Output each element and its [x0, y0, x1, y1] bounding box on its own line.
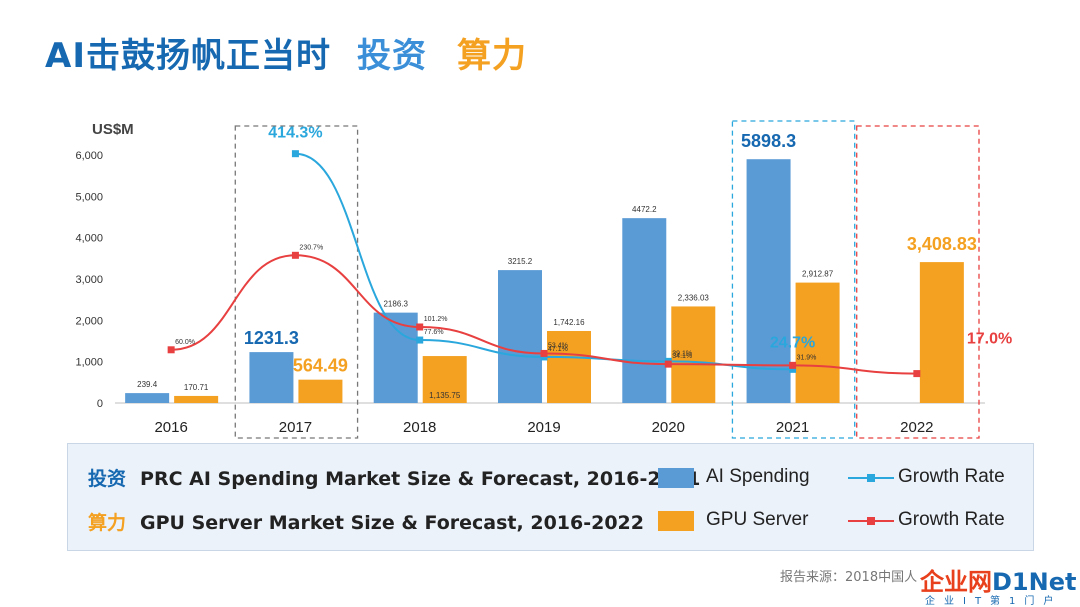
- legend-panel: 投资 PRC AI Spending Market Size & Forecast…: [67, 443, 1034, 551]
- brand-accent: D1Net: [992, 568, 1077, 596]
- growth-label-blue: 77.6%: [424, 329, 444, 336]
- growth-point-blue: [291, 150, 299, 158]
- y-axis-title: US$M: [92, 121, 134, 138]
- legend-label-gpu: GPU Server: [706, 509, 809, 530]
- brand-main: 企业网: [920, 568, 992, 596]
- legend-tag-compute: 算力: [88, 512, 127, 534]
- ai-spending-bar: [746, 159, 791, 403]
- y-tick-label: 5,000: [75, 191, 103, 203]
- gpu-server-bar: [795, 282, 840, 403]
- growth-point-red: [789, 361, 797, 369]
- growth-point-red: [291, 251, 299, 259]
- y-tick-label: 3,000: [75, 274, 103, 286]
- legend-line-blue: [848, 474, 894, 482]
- highlight-box-2021: [731, 120, 856, 439]
- legend-label-growth-blue: Growth Rate: [898, 466, 1005, 487]
- highlight-box-2017: [234, 125, 359, 439]
- title-tag-investment: 投资: [356, 36, 427, 76]
- page-title: AI击鼓扬帆正当时 投资 算力: [45, 28, 527, 77]
- growth-label-red: 53.4%: [548, 342, 568, 349]
- growth-label-red: 101.2%: [424, 316, 448, 323]
- growth-point-red: [167, 346, 175, 354]
- growth-label-red: 34.1%: [672, 353, 692, 360]
- legend-swatch-ai: [658, 468, 694, 488]
- growth-point-blue: [416, 336, 424, 344]
- y-tick-label: 0: [97, 398, 103, 410]
- ai-spending-bar: [249, 352, 294, 403]
- ai-spending-value-label: 3215.2: [508, 257, 533, 266]
- brand-tagline: 企业IT第1门户: [925, 596, 1063, 607]
- growth-label-red: 230.7%: [299, 244, 323, 251]
- ai-spending-bar: [622, 218, 667, 403]
- legend-line-red: [848, 517, 894, 525]
- gpu-server-value-label: 1,742.16: [553, 318, 585, 327]
- legend-label-growth-red: Growth Rate: [898, 509, 1005, 530]
- ai-spending-value-label: 239.4: [137, 380, 158, 389]
- growth-label-blue: 24.7%: [770, 334, 815, 351]
- title-main: AI击鼓扬帆正当时: [45, 36, 331, 76]
- x-tick-label: 2019: [527, 419, 560, 436]
- x-tick-label: 2018: [403, 419, 436, 436]
- growth-point-blue: [789, 365, 797, 373]
- x-tick-label: 2021: [776, 419, 809, 436]
- growth-label-blue: 414.3%: [268, 125, 322, 142]
- gpu-server-bar: [298, 379, 343, 403]
- gpu-server-value-label: 564.49: [293, 356, 348, 376]
- growth-point-red: [913, 370, 921, 378]
- legend-row-ai: 投资 PRC AI Spending Market Size & Forecast…: [88, 464, 700, 491]
- ai-spending-bar: [125, 393, 170, 403]
- growth-label-red: 17.0%: [967, 331, 1012, 348]
- ai-spending-value-label: 2186.3: [383, 300, 408, 309]
- gpu-server-value-label: 170.71: [184, 383, 209, 392]
- legend-label-ai: AI Spending: [706, 466, 810, 487]
- y-tick-label: 2,000: [75, 315, 103, 327]
- source-note: 报告来源：2018中国人: [780, 570, 918, 585]
- gpu-server-bar: [422, 356, 467, 403]
- brand-logo: 企业网D1Net: [920, 562, 1076, 597]
- growth-point-red: [416, 323, 424, 331]
- growth-label-blue: 47.1%: [548, 346, 568, 353]
- gpu-server-value-label: 2,912.87: [802, 270, 834, 279]
- growth-point-red: [664, 360, 672, 368]
- growth-label-blue: 39.1%: [672, 350, 692, 357]
- legend-row-gpu: 算力 GPU Server Market Size & Forecast, 201…: [88, 508, 644, 535]
- gpu-server-bar: [919, 262, 964, 403]
- gpu-server-bar: [671, 306, 716, 403]
- ai-spending-bar: [498, 270, 542, 403]
- growth-point-red: [540, 349, 548, 357]
- x-tick-label: 2016: [154, 419, 187, 436]
- y-tick-label: 1,000: [75, 357, 103, 369]
- x-tick-label: 2020: [652, 419, 685, 436]
- x-tick-label: 2022: [900, 419, 933, 436]
- ai-spending-value-label: 1231.3: [244, 328, 299, 348]
- y-tick-label: 4,000: [75, 233, 103, 245]
- legend-text-ai: PRC AI Spending Market Size & Forecast, …: [140, 468, 701, 490]
- highlight-box-2022: [856, 125, 980, 439]
- x-tick-label: 2017: [279, 419, 312, 436]
- gpu-server-value-label: 1,135.75: [429, 391, 461, 400]
- ai-spending-value-label: 4472.2: [632, 205, 657, 214]
- gpu-server-value-label: 2,336.03: [678, 293, 710, 302]
- growth-label-red: 60.0%: [175, 339, 195, 346]
- title-tag-compute: 算力: [456, 36, 527, 76]
- y-tick-label: 6,000: [75, 150, 103, 162]
- growth-label-red: 31.9%: [797, 354, 817, 361]
- legend-tag-investment: 投资: [88, 468, 127, 490]
- gpu-server-value-label: 3,408.83: [907, 234, 977, 254]
- ai-spending-value-label: 5898.3: [741, 131, 796, 151]
- gpu-server-bar: [547, 330, 591, 403]
- growth-line-blue: [295, 152, 793, 371]
- bar-line-chart: US$M 0 1,000 2,000 3,000 4,000 5,000 6,000 239.4…: [75, 120, 1012, 439]
- legend-swatch-gpu: [658, 511, 694, 531]
- legend-text-gpu: GPU Server Market Size & Forecast, 2016-…: [140, 512, 644, 534]
- gpu-server-bar: [174, 395, 219, 403]
